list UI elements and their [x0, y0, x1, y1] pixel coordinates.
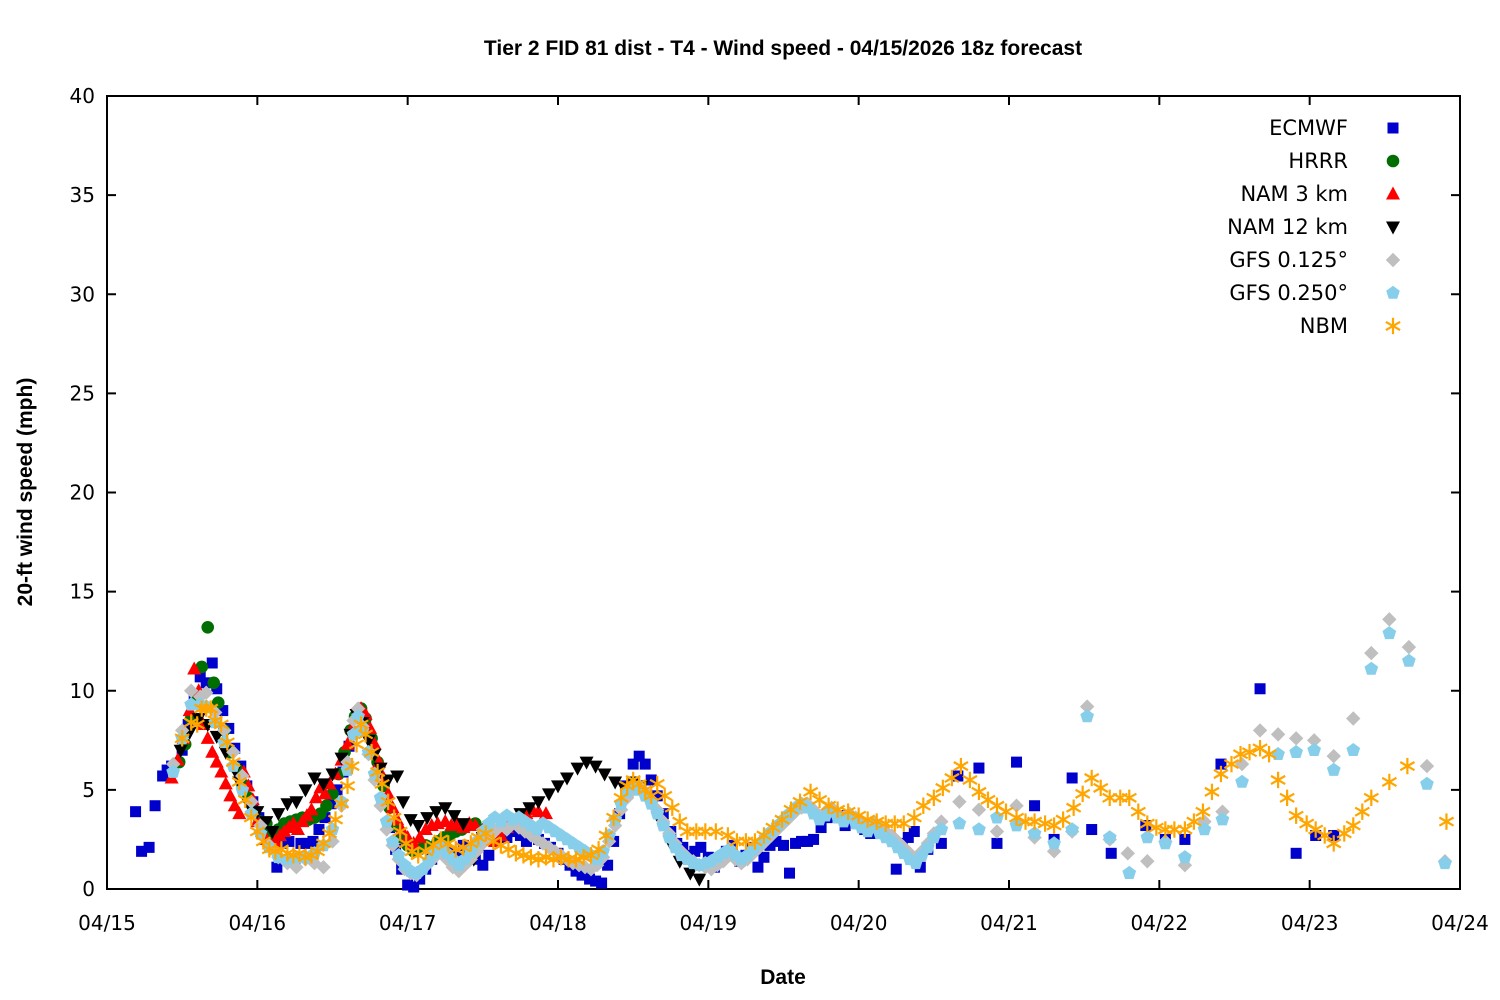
- legend-marker-asterisk-icon: [1385, 317, 1401, 335]
- y-tick-label: 5: [82, 778, 95, 802]
- y-tick-label: 25: [70, 381, 95, 405]
- x-tick-label: 04/18: [529, 911, 587, 935]
- x-tick-label: 04/16: [229, 911, 287, 935]
- legend-label: NAM 3 km: [1240, 182, 1348, 206]
- plot-area: 04/15 04/16 04/17 04/18 04/19 04/20 04/21 04/22…: [70, 84, 1489, 935]
- legend-marker-pentagon-icon: [1386, 285, 1400, 299]
- legend-label: GFS 0.250°: [1229, 281, 1348, 305]
- axis-ticks: 04/15 04/16 04/17 04/18 04/19 04/20 04/21 04/22…: [70, 84, 1489, 935]
- legend-item-gfs-0-125-: GFS 0.125°: [1229, 248, 1401, 272]
- legend-marker-circle-icon: [1386, 154, 1400, 168]
- y-tick-label: 35: [70, 183, 95, 207]
- x-tick-label: 04/22: [1131, 911, 1189, 935]
- y-tick-label: 0: [82, 877, 95, 901]
- x-tick-label: 04/19: [680, 911, 738, 935]
- series-nbm: [174, 700, 1455, 868]
- page-title: Tier 2 FID 81 dist - T4 - Wind speed - 0…: [484, 37, 1082, 60]
- legend-item-gfs-0-250-: GFS 0.250°: [1229, 281, 1400, 305]
- legend-label: ECMWF: [1269, 116, 1348, 140]
- legend-marker-square-icon: [1387, 122, 1399, 134]
- legend-item-nam-3-km: NAM 3 km: [1240, 182, 1400, 206]
- legend-marker-triangle-down-icon: [1386, 221, 1400, 235]
- x-axis-label: Date: [760, 966, 806, 989]
- legend-label: NBM: [1300, 314, 1348, 338]
- x-tick-label: 04/15: [78, 911, 136, 935]
- y-axis-label: 20-ft wind speed (mph): [14, 378, 37, 607]
- x-tick-label: 04/20: [830, 911, 888, 935]
- legend: ECMWF HRRR NAM 3 km NAM 12 km GFS 0.125° GFS …: [1227, 116, 1401, 338]
- y-tick-label: 15: [70, 580, 95, 604]
- legend-marker-diamond-icon: [1385, 252, 1401, 268]
- legend-label: NAM 12 km: [1227, 215, 1348, 239]
- legend-label: HRRR: [1288, 149, 1348, 173]
- legend-item-ecmwf: ECMWF: [1269, 116, 1399, 140]
- legend-marker-triangle-up-icon: [1386, 186, 1400, 200]
- x-tick-label: 04/23: [1281, 911, 1339, 935]
- y-tick-label: 20: [70, 481, 95, 505]
- y-tick-label: 40: [70, 84, 95, 108]
- legend-item-hrrr: HRRR: [1288, 149, 1400, 173]
- legend-item-nam-12-km: NAM 12 km: [1227, 215, 1400, 239]
- x-tick-label: 04/17: [379, 911, 437, 935]
- x-tick-label: 04/21: [980, 911, 1038, 935]
- x-tick-label: 04/24: [1431, 911, 1489, 935]
- y-tick-label: 30: [70, 282, 95, 306]
- legend-item-nbm: NBM: [1300, 314, 1401, 338]
- y-tick-label: 10: [70, 679, 95, 703]
- legend-label: GFS 0.125°: [1229, 248, 1348, 272]
